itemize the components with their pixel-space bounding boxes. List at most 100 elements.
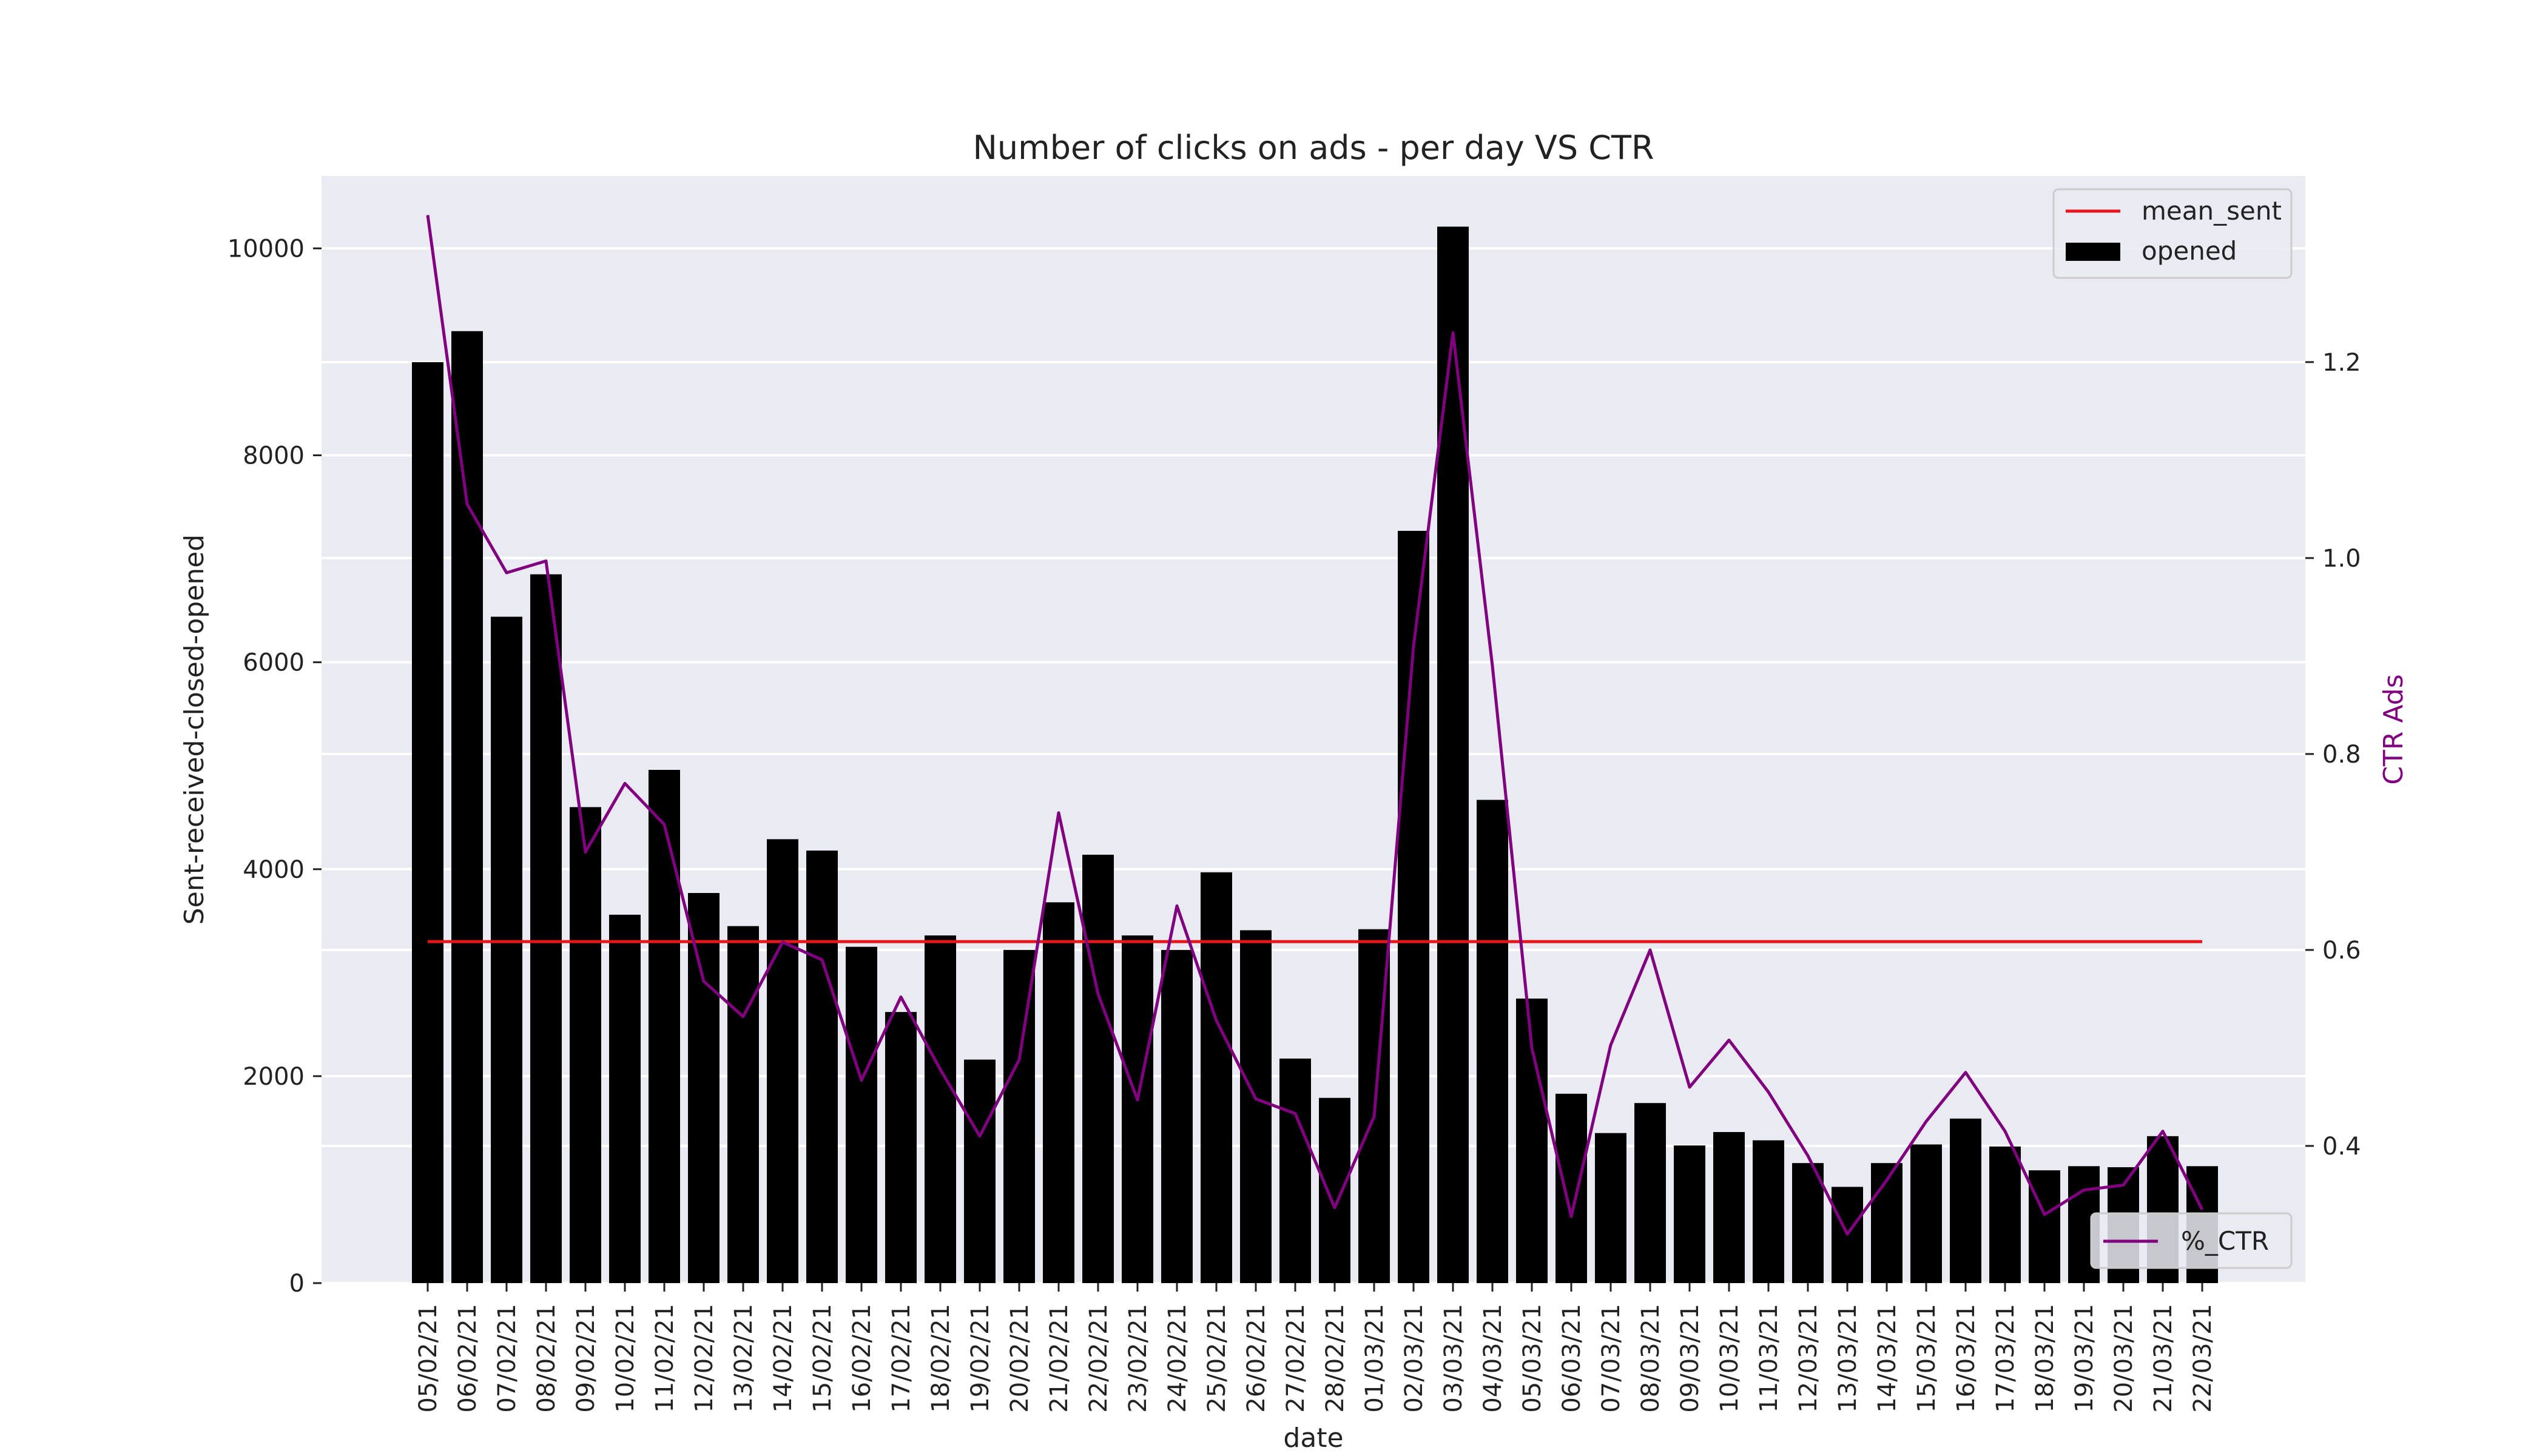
x-tick-label: 10/03/21 <box>1716 1304 1744 1413</box>
x-tick-label: 17/02/21 <box>888 1304 915 1413</box>
x-tick-label: 15/02/21 <box>809 1304 837 1413</box>
bar <box>1240 930 1272 1283</box>
left-axis-ticks: 0 2000 4000 6000 8000 10000 <box>228 235 322 1298</box>
bar <box>1477 800 1508 1283</box>
x-tick-label: 07/03/21 <box>1597 1304 1625 1413</box>
bar <box>1595 1133 1626 1283</box>
x-tick-label: 06/03/21 <box>1558 1304 1586 1413</box>
bar <box>1161 949 1193 1283</box>
bar <box>1279 1058 1311 1283</box>
legend-lower: %_CTR <box>2090 1212 2293 1269</box>
y-axis-title: Sent-received-closed-opened <box>179 534 210 925</box>
bar <box>688 892 720 1283</box>
x-tick-label: 13/03/21 <box>1834 1304 1862 1413</box>
legend-swatch-opened <box>2066 243 2120 261</box>
bar <box>1871 1163 1903 1283</box>
y-tick-label: 8000 <box>243 442 305 470</box>
bar <box>846 946 877 1283</box>
bar <box>964 1059 996 1283</box>
bar <box>412 362 443 1284</box>
y2-tick-label: 0.6 <box>2322 937 2361 965</box>
bar <box>1201 872 1232 1283</box>
bar <box>609 914 641 1283</box>
x-tick-label: 16/03/21 <box>1952 1304 1980 1413</box>
x-tick-label: 25/02/21 <box>1203 1304 1231 1413</box>
bar <box>1753 1140 1784 1283</box>
bar <box>1122 935 1153 1283</box>
bar <box>451 331 483 1284</box>
bar <box>1910 1144 1942 1283</box>
x-tick-label: 14/02/21 <box>769 1304 797 1413</box>
y2-axis-title: CTR Ads <box>2378 674 2409 784</box>
x-tick-label: 22/02/21 <box>1085 1304 1113 1413</box>
bar <box>1950 1118 1981 1283</box>
legend-box <box>2090 1212 2293 1269</box>
x-tick-label: 11/02/21 <box>651 1304 679 1413</box>
x-tick-label: 17/03/21 <box>1992 1304 2020 1413</box>
bar <box>727 926 759 1283</box>
bar <box>885 1012 917 1283</box>
x-axis-title: date <box>1283 1423 1343 1454</box>
x-tick-label: 15/03/21 <box>1913 1304 1941 1413</box>
x-tick-label: 08/02/21 <box>533 1304 561 1413</box>
y2-tick-label: 0.4 <box>2322 1133 2361 1161</box>
bar <box>1674 1145 1705 1283</box>
x-axis-ticks: 05/02/21 06/02/21 07/02/21 08/02/21 09/02/21… <box>414 1283 2217 1413</box>
x-tick-label: 18/02/21 <box>927 1304 955 1413</box>
x-tick-label: 23/02/21 <box>1124 1304 1152 1413</box>
x-tick-label: 27/02/21 <box>1282 1304 1310 1413</box>
ctr-line <box>426 215 2204 1236</box>
x-tick-label: 01/03/21 <box>1361 1304 1389 1413</box>
bar <box>1989 1146 2021 1283</box>
x-tick-label: 22/03/21 <box>2189 1304 2217 1413</box>
bar <box>806 851 838 1283</box>
bar-series-opened <box>412 226 2218 1284</box>
x-tick-label: 07/02/21 <box>493 1304 521 1413</box>
legend-label-mean-sent: mean_sent <box>2142 196 2282 226</box>
x-tick-label: 11/03/21 <box>1755 1304 1783 1413</box>
x-tick-label: 08/03/21 <box>1637 1304 1665 1413</box>
right-axis-ticks: 0.4 0.6 0.8 1.0 1.2 <box>2305 349 2361 1161</box>
x-tick-label: 05/03/21 <box>1518 1304 1546 1413</box>
x-tick-label: 12/02/21 <box>690 1304 718 1413</box>
y-tick-label: 0 <box>289 1270 305 1298</box>
bar <box>649 770 680 1283</box>
bar <box>570 807 601 1283</box>
x-tick-label: 03/03/21 <box>1440 1304 1468 1413</box>
y2-tick-label: 0.8 <box>2322 741 2361 769</box>
bar <box>1792 1163 1824 1283</box>
bar <box>530 574 562 1283</box>
x-tick-label: 19/02/21 <box>966 1304 994 1413</box>
x-tick-label: 09/02/21 <box>572 1304 600 1413</box>
bar <box>1319 1097 1350 1283</box>
y-tick-label: 10000 <box>228 235 305 263</box>
chart-title: Number of clicks on ads - per day VS CTR <box>973 129 1654 167</box>
bar <box>491 616 522 1283</box>
x-tick-label: 10/02/21 <box>612 1304 639 1413</box>
bar <box>925 935 956 1283</box>
bar <box>1082 854 1114 1283</box>
line-series-ctr <box>426 215 2204 1236</box>
x-tick-label: 21/03/21 <box>2149 1304 2177 1413</box>
x-tick-label: 05/02/21 <box>414 1304 442 1413</box>
x-tick-label: 02/03/21 <box>1400 1304 1428 1413</box>
bar <box>1437 226 1469 1284</box>
y-tick-label: 4000 <box>243 856 305 884</box>
y2-tick-label: 1.0 <box>2322 545 2361 573</box>
y-tick-label: 6000 <box>243 649 305 677</box>
x-tick-label: 20/03/21 <box>2110 1304 2138 1413</box>
x-tick-label: 18/03/21 <box>2031 1304 2059 1413</box>
x-tick-label: 26/02/21 <box>1242 1304 1270 1413</box>
x-tick-label: 14/03/21 <box>1873 1304 1901 1413</box>
y-tick-label: 2000 <box>243 1063 305 1091</box>
x-tick-label: 16/02/21 <box>848 1304 876 1413</box>
x-tick-label: 06/02/21 <box>454 1304 482 1413</box>
x-tick-label: 12/03/21 <box>1795 1304 1822 1413</box>
legend-label-ctr: %_CTR <box>2181 1226 2269 1256</box>
x-tick-label: 20/02/21 <box>1006 1304 1034 1413</box>
bar <box>767 839 798 1283</box>
x-tick-label: 13/02/21 <box>730 1304 758 1413</box>
bar <box>2029 1170 2060 1283</box>
